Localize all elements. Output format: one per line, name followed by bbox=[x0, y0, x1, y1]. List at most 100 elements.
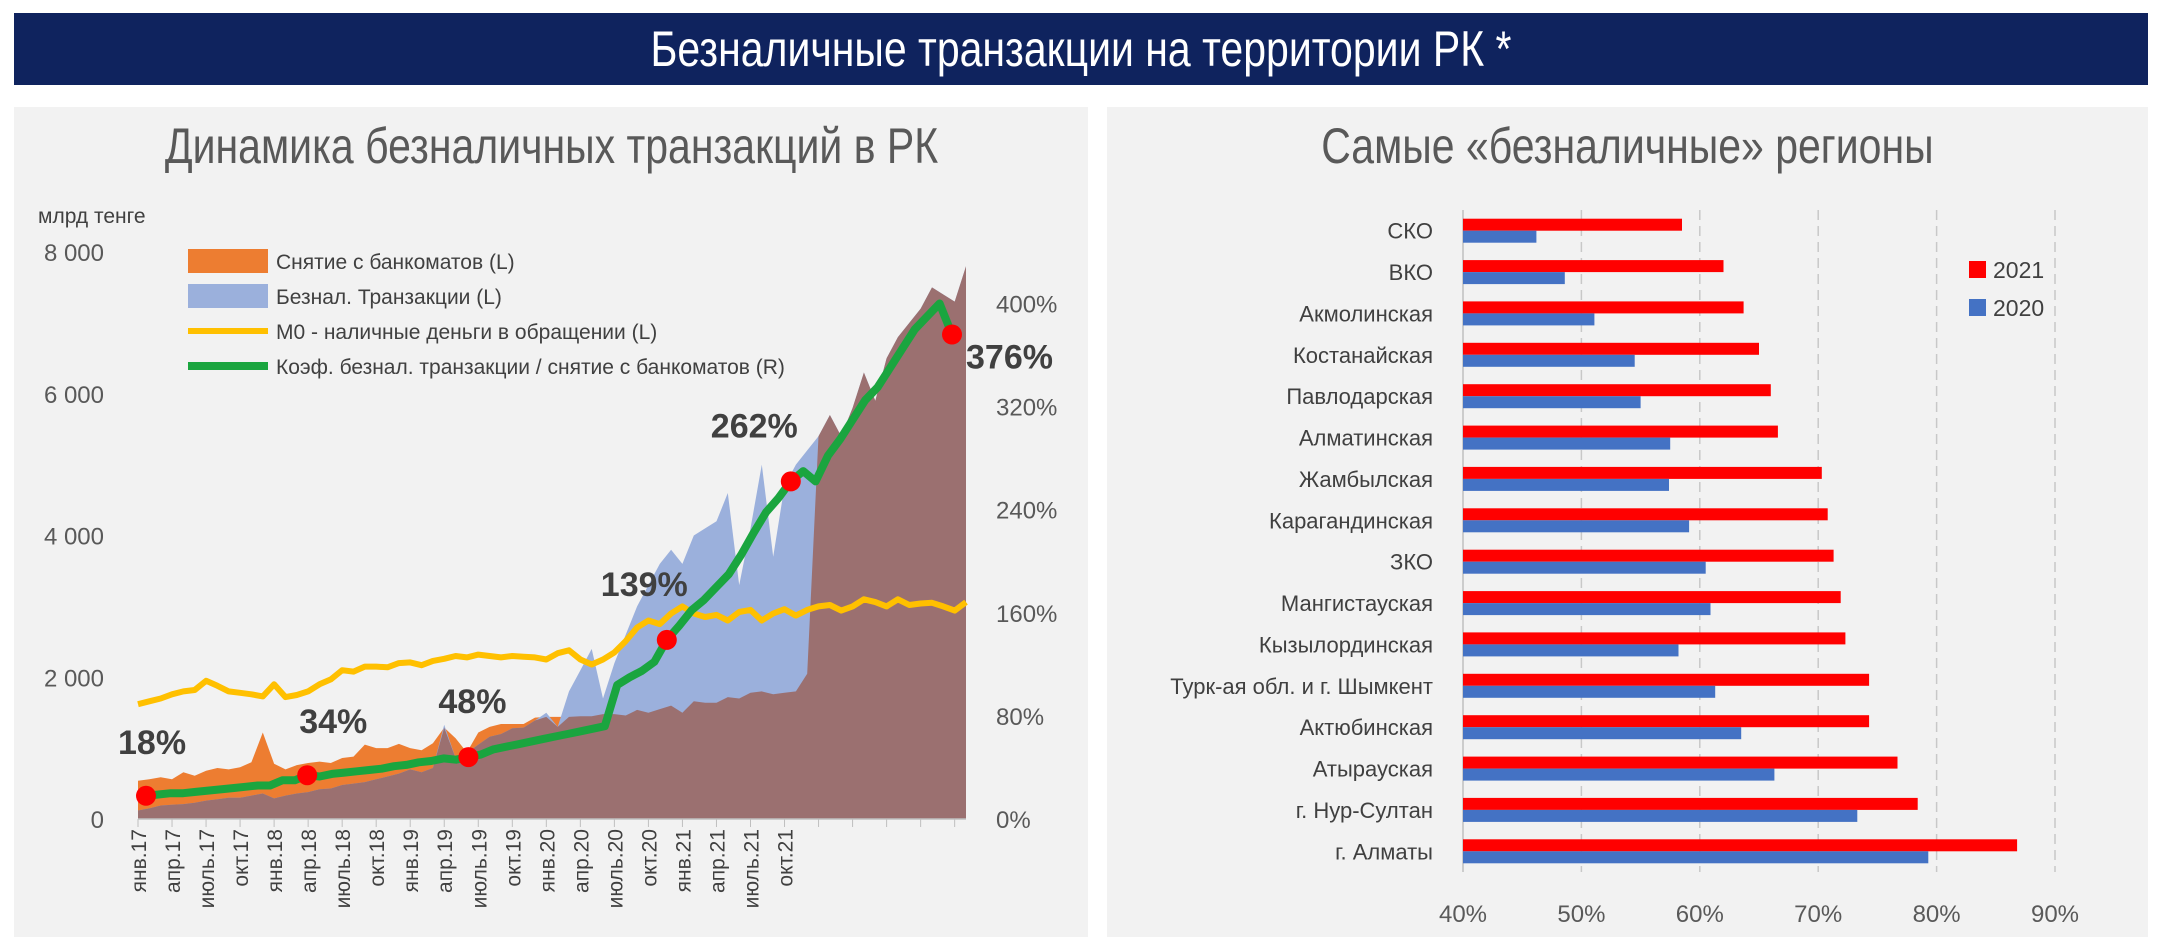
regions-chart-title: Самые «безналичные» регионы bbox=[1321, 118, 1934, 174]
x-axis-tick: янв.21 bbox=[672, 829, 695, 892]
x-axis-tick: 40% bbox=[1439, 901, 1487, 928]
bar-2020 bbox=[1463, 851, 1929, 864]
x-axis-tick: окт.21 bbox=[775, 829, 798, 887]
category-label: г. Нур-Султан bbox=[1296, 798, 1433, 823]
legend-swatch bbox=[188, 284, 268, 308]
bar-2020 bbox=[1463, 603, 1711, 616]
bar-2020 bbox=[1463, 272, 1565, 285]
right-axis-tick: 80% bbox=[996, 704, 1044, 731]
left-axis-tick: 0 bbox=[91, 807, 104, 834]
annotation-label: 262% bbox=[711, 407, 798, 445]
x-axis-tick: окт.20 bbox=[638, 829, 661, 887]
page-title: Безналичные транзакции на территории РК … bbox=[650, 21, 1512, 77]
x-axis-tick: янв.20 bbox=[536, 829, 559, 892]
bar-2020 bbox=[1463, 396, 1641, 409]
legend-label: 2021 bbox=[1993, 257, 2044, 283]
bar-2021 bbox=[1463, 342, 1759, 355]
x-axis-tick: 90% bbox=[2031, 901, 2079, 928]
annotation-label: 48% bbox=[438, 683, 506, 721]
annotation-marker bbox=[297, 765, 318, 786]
bar-2021 bbox=[1463, 260, 1724, 273]
x-axis-tick: июль.18 bbox=[332, 829, 355, 908]
legend-swatch bbox=[188, 249, 268, 273]
left-axis-tick: 6 000 bbox=[44, 382, 104, 409]
category-label: Карагандинская bbox=[1269, 508, 1433, 533]
dynamics-chart-title: Динамика безналичных транзакций в РК bbox=[164, 118, 938, 174]
regions-panel: Самые «безналичные» регионы СКО ВКО Акмоли… bbox=[1107, 107, 2148, 937]
x-axis-tick: апр.21 bbox=[707, 829, 730, 893]
legend-swatch bbox=[1969, 261, 1986, 278]
right-axis-tick: 0% bbox=[996, 807, 1031, 834]
m0-line bbox=[137, 596, 968, 708]
bar-2020 bbox=[1463, 437, 1671, 450]
left-axis-unit: млрд тенге bbox=[38, 205, 146, 228]
bar-2020 bbox=[1463, 478, 1669, 491]
bar-2021 bbox=[1463, 384, 1771, 397]
legend-label: M0 - наличные деньги в обращении (L) bbox=[276, 321, 657, 344]
left-axis-tick: 8 000 bbox=[44, 240, 104, 267]
bar-2021 bbox=[1463, 425, 1778, 438]
dynamics-panel: Динамика безналичных транзакций в РК 18%… bbox=[14, 107, 1088, 937]
x-axis-tick: 80% bbox=[1913, 901, 1961, 928]
category-label: Павлодарская bbox=[1286, 384, 1433, 409]
left-axis-tick: 2 000 bbox=[44, 665, 104, 692]
legend-label: Коэф. безнал. транзакции / снятие с банк… bbox=[276, 356, 785, 379]
x-axis-tick: янв.17 bbox=[128, 829, 151, 892]
bar-2021 bbox=[1463, 466, 1822, 479]
bar-2021 bbox=[1463, 715, 1870, 728]
x-axis-tick: окт.17 bbox=[230, 829, 253, 887]
x-axis-tick: апр.19 bbox=[434, 829, 457, 893]
category-label: Турк-ая обл. и г. Шымкент bbox=[1170, 674, 1433, 699]
legend-label: Снятие с банкоматов (L) bbox=[276, 251, 515, 274]
annotation-label: 376% bbox=[966, 339, 1053, 377]
bar-2021 bbox=[1463, 673, 1870, 686]
bar-2021 bbox=[1463, 218, 1682, 231]
x-axis-tick: окт.19 bbox=[502, 829, 525, 887]
bar-2021 bbox=[1463, 591, 1841, 604]
annotation-marker bbox=[656, 629, 677, 650]
legend-label: 2020 bbox=[1993, 295, 2044, 321]
x-axis-tick: апр.18 bbox=[298, 829, 321, 893]
left-axis-tick: 4 000 bbox=[44, 524, 104, 551]
bar-2021 bbox=[1463, 301, 1744, 314]
bar-2021 bbox=[1463, 797, 1918, 810]
ratio-line bbox=[145, 299, 956, 800]
bar-2021 bbox=[1463, 632, 1846, 645]
category-label: Атырауская bbox=[1313, 757, 1433, 782]
x-axis-tick: 70% bbox=[1794, 901, 1842, 928]
bar-2020 bbox=[1463, 685, 1716, 698]
category-label: ВКО bbox=[1389, 260, 1433, 285]
category-label: ЗКО bbox=[1390, 550, 1433, 575]
x-axis-tick: апр.17 bbox=[162, 829, 185, 893]
annotation-marker bbox=[942, 324, 962, 345]
x-axis-tick: янв.19 bbox=[400, 829, 423, 892]
x-axis-tick: июль.19 bbox=[468, 829, 491, 908]
right-axis-tick: 400% bbox=[996, 292, 1057, 319]
bar-2020 bbox=[1463, 520, 1690, 533]
x-axis-tick: июль.17 bbox=[196, 829, 219, 908]
right-axis-tick: 160% bbox=[996, 601, 1057, 628]
cashless-transactions-area bbox=[138, 266, 966, 819]
annotation-marker bbox=[136, 785, 156, 806]
bar-2020 bbox=[1463, 313, 1595, 326]
x-axis-tick: апр.20 bbox=[570, 829, 593, 893]
x-axis-tick: окт.18 bbox=[366, 829, 389, 887]
category-label: Мангистауская bbox=[1281, 591, 1433, 616]
bar-2020 bbox=[1463, 809, 1858, 822]
regions-chart: СКО ВКО Акмолинская Костанайская Павлодарска… bbox=[1170, 210, 2079, 928]
bar-2020 bbox=[1463, 644, 1679, 657]
bar-2021 bbox=[1463, 839, 2018, 852]
bar-2020 bbox=[1463, 230, 1537, 243]
category-label: Жамбылская bbox=[1299, 467, 1433, 492]
bar-2020 bbox=[1463, 561, 1706, 574]
x-axis-tick: июль.20 bbox=[604, 829, 627, 908]
annotation-marker bbox=[780, 471, 801, 492]
bar-2021 bbox=[1463, 756, 1898, 769]
x-axis-tick: 50% bbox=[1557, 901, 1605, 928]
overlap-area bbox=[138, 266, 966, 819]
x-axis-tick: янв.18 bbox=[264, 829, 287, 892]
category-label: Алматинская bbox=[1299, 426, 1433, 451]
category-label: Акмолинская bbox=[1299, 301, 1433, 326]
category-label: СКО bbox=[1387, 219, 1433, 244]
bar-2020 bbox=[1463, 727, 1742, 740]
